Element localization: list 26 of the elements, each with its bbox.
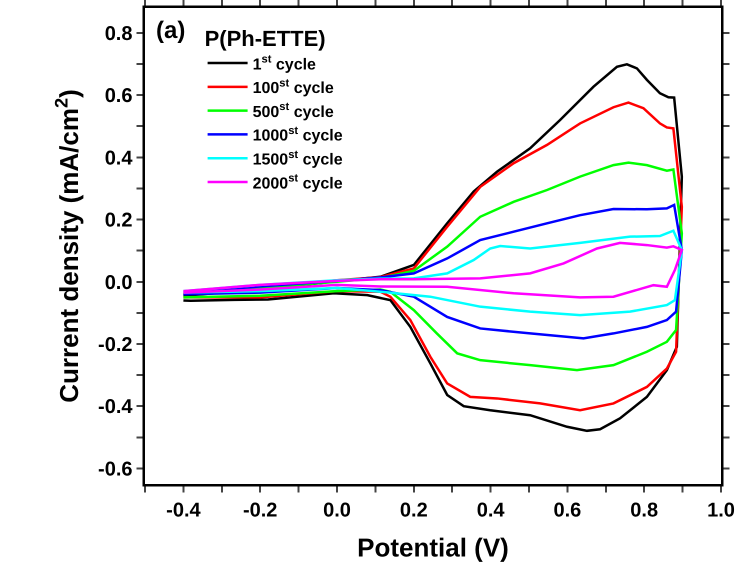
y-tick-label: 0.2 (104, 210, 132, 232)
x-tick-label: 0.0 (323, 500, 351, 522)
y-tick-label: -0.6 (98, 458, 132, 480)
x-tick-label: 0.4 (476, 500, 506, 522)
y-tick-label: -0.4 (98, 396, 134, 418)
y-tick-label: -0.2 (98, 334, 132, 356)
x-tick-label: 1.0 (707, 500, 735, 522)
x-tick-label: -0.2 (242, 500, 278, 522)
annotation: (a) (156, 17, 186, 44)
y-tick-label: 0.6 (104, 85, 132, 108)
x-tick-label: 0.2 (400, 500, 428, 522)
legend-title: P(Ph-ETTE) (204, 26, 326, 52)
x-axis-title: Potential (V) (357, 532, 509, 562)
legend-label: 2000$^{st}$ cycle (252, 172, 343, 192)
legend-label: 100$^{st}$ cycle (252, 77, 334, 98)
x-tick-label: -0.4 (166, 500, 202, 522)
x-tick-label: 0.6 (553, 500, 582, 522)
line-series (182, 242, 684, 299)
y-tick-label: 0.8 (104, 22, 132, 45)
y-tick-label: 0.4 (104, 147, 134, 170)
x-tick-label: 0.8 (630, 500, 658, 522)
legend-label: 1500$^{st}$ cycle (252, 148, 343, 168)
legend-label: 1$^{st}$ cycle (252, 54, 316, 74)
legend-label: 1000$^{st}$ cycle (252, 124, 343, 145)
y-tick-label: 0.0 (104, 272, 132, 294)
legend-label: 500$^{st}$ cycle (252, 101, 334, 121)
